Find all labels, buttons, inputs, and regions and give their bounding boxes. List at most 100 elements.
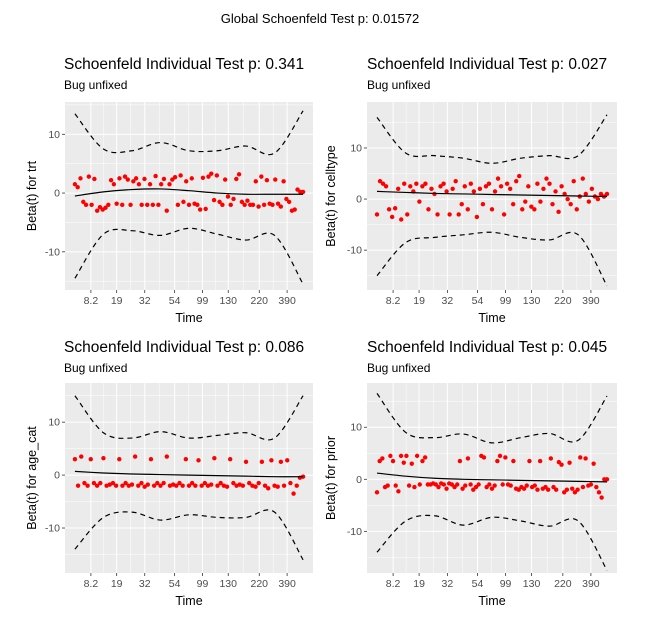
residual-point	[460, 486, 465, 491]
residual-point	[136, 182, 142, 187]
residual-point	[568, 201, 573, 207]
x-tick-label: 390	[582, 578, 600, 590]
residual-point	[158, 483, 163, 488]
residual-point	[278, 204, 284, 209]
residual-point	[142, 176, 147, 182]
residual-point	[486, 181, 492, 186]
residual-point	[559, 184, 564, 189]
residual-point	[122, 174, 128, 179]
residual-point	[544, 176, 549, 181]
upper-confidence-band	[74, 110, 304, 156]
residual-point	[529, 204, 534, 209]
x-tick-label: 130	[219, 578, 237, 590]
x-tick-label: 130	[219, 295, 237, 307]
residual-point	[556, 209, 561, 215]
beta-fit-line	[376, 472, 608, 483]
residual-point	[123, 480, 128, 486]
residual-point	[438, 184, 443, 189]
residual-point	[398, 453, 404, 459]
residual-point	[567, 460, 572, 465]
x-tick-label: 19	[413, 295, 425, 307]
residual-point	[120, 202, 125, 208]
residual-point	[441, 482, 447, 487]
residual-point	[172, 175, 178, 180]
residual-point	[113, 483, 119, 488]
residual-point	[189, 176, 194, 181]
x-tick-label: 54	[472, 295, 484, 307]
residual-point	[128, 202, 133, 208]
residual-point	[591, 461, 596, 466]
residual-point	[83, 202, 89, 208]
residual-point	[110, 480, 116, 486]
residual-point	[183, 457, 189, 462]
residual-point	[444, 486, 449, 491]
residual-point	[139, 202, 144, 208]
residual-point	[215, 483, 220, 488]
residual-point	[94, 483, 100, 488]
residual-point	[147, 182, 153, 187]
x-tick-label: 130	[523, 578, 541, 590]
residual-point	[281, 179, 286, 184]
residual-point	[392, 206, 398, 211]
residual-point	[510, 201, 516, 207]
y-tick-label: -10	[347, 526, 362, 538]
residual-point	[156, 202, 161, 208]
residual-point	[471, 189, 477, 194]
residual-point	[436, 484, 441, 490]
residual-point	[114, 201, 119, 206]
residual-point	[275, 484, 280, 489]
residual-point	[495, 458, 500, 464]
x-tick-label: 8.2	[84, 578, 99, 590]
x-tick-label: 390	[278, 578, 296, 590]
residual-point	[463, 483, 468, 488]
beta-fit-line	[74, 470, 304, 478]
residual-point	[520, 207, 525, 212]
residual-point	[441, 181, 446, 186]
x-tick-label: 220	[554, 295, 572, 307]
residual-point	[103, 205, 108, 210]
residual-point	[417, 482, 422, 487]
residual-point	[133, 176, 139, 181]
residual-point	[178, 173, 183, 178]
residual-point	[145, 202, 150, 208]
residual-point	[186, 483, 192, 488]
panel-prior: Schoenfeld Individual Test p: 0.045 Bug …	[324, 339, 617, 608]
residual-point	[261, 202, 267, 208]
residual-point	[273, 177, 278, 182]
plot-background	[65, 102, 313, 290]
residual-point	[402, 181, 407, 186]
residual-point	[79, 454, 84, 459]
panel-title: Schoenfeld Individual Test p: 0.027	[367, 56, 607, 73]
residual-point	[497, 453, 503, 459]
y-axis-label: Beta(t) for trt	[25, 160, 39, 231]
x-tick-label: 390	[582, 295, 600, 307]
y-tick-label: 10	[350, 422, 362, 434]
residual-point	[92, 176, 97, 182]
residual-point	[417, 199, 422, 204]
residual-point	[408, 184, 413, 189]
residual-point	[278, 459, 284, 465]
residual-point	[548, 456, 554, 461]
residual-point	[489, 207, 495, 212]
residual-point	[153, 173, 158, 179]
x-tick-label: 8.2	[386, 578, 401, 590]
residual-point	[120, 483, 125, 488]
panel-title: Schoenfeld Individual Test p: 0.045	[367, 339, 607, 356]
residual-point	[444, 189, 449, 194]
residual-point	[164, 208, 169, 213]
y-tick-label: 10	[350, 142, 362, 154]
residual-point	[189, 480, 195, 486]
x-tick-label: 19	[111, 578, 123, 590]
y-tick-label: 0	[54, 470, 60, 482]
residual-point	[498, 184, 504, 189]
residual-point	[91, 480, 97, 486]
y-tick-label: 0	[356, 474, 362, 486]
y-axis-label: Beta(t) for celltype	[324, 145, 338, 246]
residual-point	[538, 199, 543, 204]
residual-point	[294, 483, 299, 488]
residual-point	[405, 212, 410, 217]
residual-point	[583, 456, 588, 461]
residual-point	[553, 189, 558, 194]
residual-point	[264, 177, 270, 183]
